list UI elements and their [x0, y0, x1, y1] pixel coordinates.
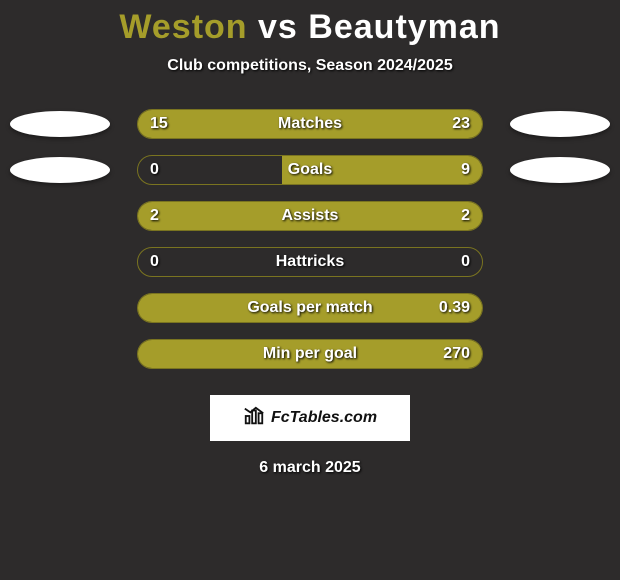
stat-row: 1523Matches — [0, 101, 620, 147]
stat-bar: 09Goals — [137, 155, 483, 185]
page-title: Weston vs Beautyman — [0, 8, 620, 47]
source-text: FcTables.com — [271, 409, 377, 427]
source-badge: FcTables.com — [210, 395, 410, 441]
stat-label: Goals — [138, 156, 482, 184]
stat-label: Assists — [138, 202, 482, 230]
date-text: 6 march 2025 — [0, 459, 620, 477]
stat-bar: 0.39Goals per match — [137, 293, 483, 323]
stat-label: Hattricks — [138, 248, 482, 276]
player1-name: Weston — [119, 8, 247, 46]
stat-rows: 1523Matches 09Goals 22Assists 00Hattricks 0.… — [0, 101, 620, 377]
left-marker — [10, 157, 110, 183]
subtitle: Club competitions, Season 2024/2025 — [0, 57, 620, 75]
stat-label: Matches — [138, 110, 482, 138]
right-marker — [510, 111, 610, 137]
right-marker — [510, 157, 610, 183]
stat-row: 09Goals — [0, 147, 620, 193]
stat-row: 00Hattricks — [0, 239, 620, 285]
stat-row: 22Assists — [0, 193, 620, 239]
stat-bar: 22Assists — [137, 201, 483, 231]
comparison-card: Weston vs Beautyman Club competitions, S… — [0, 0, 620, 580]
left-marker — [10, 111, 110, 137]
chart-icon — [243, 405, 265, 432]
stat-bar: 1523Matches — [137, 109, 483, 139]
stat-row: 0.39Goals per match — [0, 285, 620, 331]
stat-label: Goals per match — [138, 294, 482, 322]
title-vs: vs — [258, 8, 298, 46]
player2-name: Beautyman — [308, 8, 500, 46]
stat-label: Min per goal — [138, 340, 482, 368]
stat-bar: 270Min per goal — [137, 339, 483, 369]
stat-row: 270Min per goal — [0, 331, 620, 377]
stat-bar: 00Hattricks — [137, 247, 483, 277]
